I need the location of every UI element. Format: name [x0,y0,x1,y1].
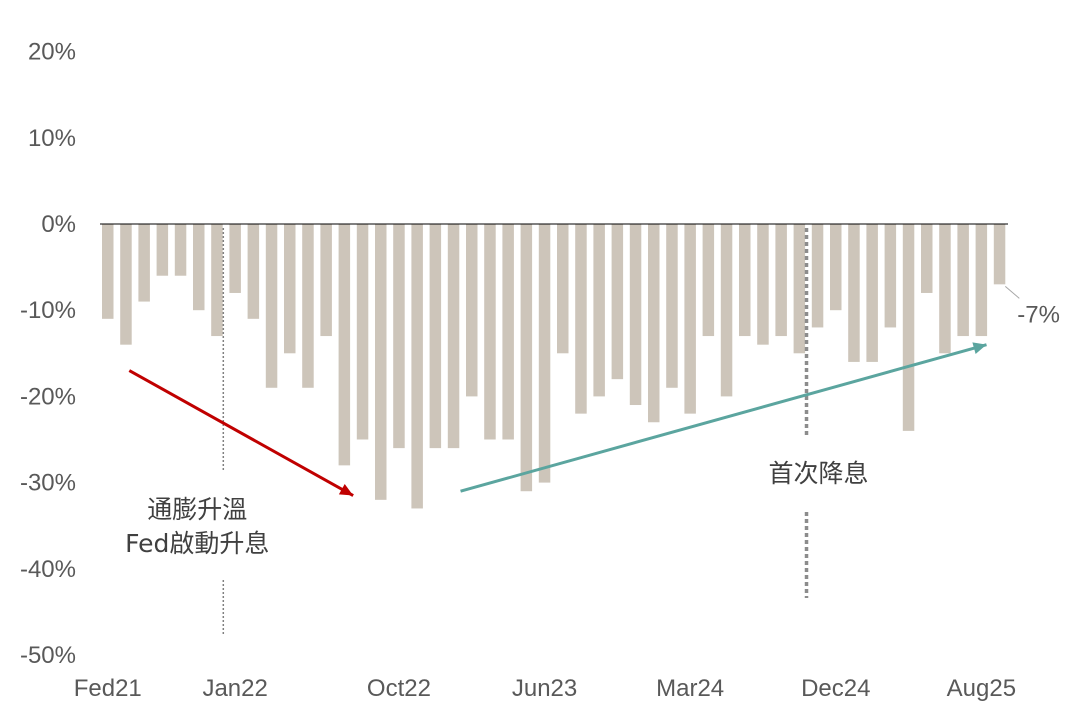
bar [775,224,787,337]
bar [447,224,460,449]
chart-overlay [128,228,1020,634]
bar [174,224,187,276]
bar [356,224,369,440]
annotation-label: 通膨升溫 [147,495,247,524]
bar [247,224,260,319]
bar [120,224,132,345]
bar [484,224,496,440]
bar [720,224,733,397]
x-tick-label: Oct22 [367,675,431,702]
bar [593,224,605,397]
bar [648,224,660,423]
bar [939,224,951,354]
y-tick-label: -20% [20,383,76,410]
bar [229,224,241,293]
x-tick-label: Fed21 [74,675,142,702]
bar [702,224,715,337]
y-tick-label: 10% [28,125,76,152]
bar [211,224,223,337]
bar [830,224,842,311]
bar [320,224,332,337]
x-tick-label: Mar24 [656,675,724,702]
bar [757,224,769,345]
bar [975,224,988,337]
annotation-label: 首次降息 [769,459,869,488]
bar [666,224,678,388]
bar [684,224,696,414]
trend-arrow-line [460,343,987,493]
bar [411,224,423,509]
x-tick-label: Dec24 [801,675,870,702]
trend-arrow-head [972,342,987,354]
bar [629,224,642,406]
trend-arrow-line [128,369,354,497]
y-tick-label: 0% [41,211,76,238]
bar [375,224,387,500]
data-label: -7% [1017,301,1060,328]
y-tick-label: -40% [20,556,76,583]
y-tick-label: -10% [20,297,76,324]
bar [884,224,897,328]
bar [102,224,114,319]
bar [193,224,205,311]
data-label-leader [1004,285,1020,299]
bar [902,224,915,431]
x-tick-label: Jun23 [512,675,577,702]
bar [739,224,751,337]
annotation-label: Fed啟動升息 [125,529,269,558]
bar [520,224,533,492]
bar [429,224,442,449]
bar [502,224,514,440]
bar [575,224,587,414]
bar [138,224,150,302]
bar [793,224,806,354]
x-tick-label: Jan22 [202,675,267,702]
y-tick-label: 20% [28,39,76,66]
bar [265,224,278,388]
trend-arrow-head [338,483,354,496]
bar [284,224,296,354]
bar [338,224,351,466]
bar [993,224,1006,285]
bar [848,224,860,362]
bar [557,224,569,354]
bar [156,224,169,276]
chart-marks [100,223,1008,509]
chart-labels: 20% 10% 0% -10% -20% -30% -40% -50% Fed21 Jan22 Oc… [20,39,1060,702]
bar [302,224,314,388]
bar [611,224,624,380]
bar [466,224,478,397]
bar [866,224,878,362]
y-tick-label: -30% [20,470,76,497]
bar [957,224,969,337]
x-tick-label: Aug25 [947,675,1016,702]
y-tick-label: -50% [20,642,76,669]
bar [393,224,405,449]
bar [811,224,824,328]
bar [538,224,551,483]
bar [921,224,933,293]
